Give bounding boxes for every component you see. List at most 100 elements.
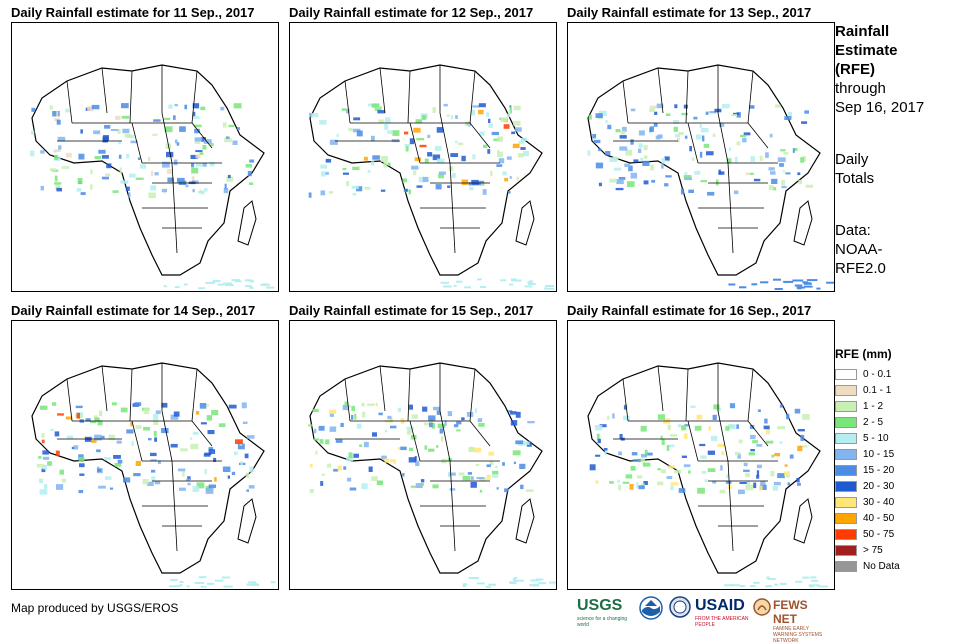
legend-label: 10 - 15 [863,449,895,460]
map-panel-1: Daily Rainfall estimate for 11 Sep., 201… [11,4,291,296]
country-borders [57,65,222,254]
rainfall-field [36,402,276,588]
legend-swatch [835,465,857,476]
country-borders [335,363,500,552]
panel-title: Daily Rainfall estimate for 13 Sep., 201… [567,5,812,20]
rainfall-map [11,22,279,292]
legend-item: 1 - 2 [835,399,965,415]
panel-title: Daily Rainfall estimate for 16 Sep., 201… [567,303,812,318]
fews-net-logo: FEWS NET FAMINE EARLY WARNING SYSTEMS NE… [753,596,827,644]
legend-swatch [835,529,857,540]
africa-map [308,64,555,290]
side-date: Sep 16, 2017 [835,99,925,116]
legend-label: 1 - 2 [863,401,884,412]
legend-swatch [835,561,857,572]
panel-title: Daily Rainfall estimate for 12 Sep., 201… [289,5,534,20]
legend-label: 40 - 50 [863,513,895,524]
legend-label: > 75 [863,545,883,556]
legend-item: 2 - 5 [835,415,965,431]
side-data-source: NOAA- [835,241,883,258]
map-panel-4: Daily Rainfall estimate for 14 Sep., 201… [11,302,291,594]
rainfall-map [567,320,835,590]
legend-item: 50 - 75 [835,527,965,543]
legend-item: 0 - 0.1 [835,367,965,383]
logo-strip: USGS science for a changing world USAID … [577,596,827,644]
legend-label: 0 - 0.1 [863,369,892,380]
map-panel-2: Daily Rainfall estimate for 12 Sep., 201… [289,4,569,296]
legend-label: No Data [863,561,900,572]
rainfall-field [308,103,555,290]
legend: RFE (mm) 0 - 0.1 0.1 - 1 1 - 2 2 - 5 5 - 10 1… [835,347,965,575]
legend-swatch [835,401,857,412]
legend-swatch [835,497,857,508]
map-panel-3: Daily Rainfall estimate for 13 Sep., 201… [567,4,847,296]
legend-item: > 75 [835,543,965,559]
side-title: Rainfall [835,23,890,40]
country-borders [613,65,778,254]
legend-label: 30 - 40 [863,497,895,508]
rainfall-field [587,103,834,290]
legend-item: 20 - 30 [835,479,965,495]
side-data-label: Data: [835,222,871,239]
africa-map [587,362,828,588]
madagascar-outline [793,200,813,246]
legend-item: 0.1 - 1 [835,383,965,399]
panel-title: Daily Rainfall estimate for 11 Sep., 201… [11,5,255,20]
legend-swatch [835,385,857,396]
africa-outline [31,64,265,276]
noaa-logo [639,596,663,622]
africa-outline [587,362,821,574]
legend-label: 2 - 5 [863,417,884,428]
legend-swatch [835,417,857,428]
legend-label: 50 - 75 [863,529,895,540]
legend-swatch [835,481,857,492]
africa-map [587,64,834,290]
legend-item: 10 - 15 [835,447,965,463]
madagascar-outline [793,498,813,544]
legend-swatch [835,545,857,556]
footer-credit: Map produced by USGS/EROS [11,601,179,615]
rainfall-map [567,22,835,292]
country-borders [613,363,778,552]
country-borders [335,65,500,254]
side-data-source: RFE2.0 [835,260,886,277]
africa-outline [31,362,265,574]
map-panel-5: Daily Rainfall estimate for 15 Sep., 201… [289,302,569,594]
map-panel-6: Daily Rainfall estimate for 16 Sep., 201… [567,302,847,594]
africa-map [31,362,276,588]
rainfall-map [289,320,557,590]
usaid-logo: USAID FROM THE AMERICAN PEOPLE [695,597,749,628]
side-totals: Totals [835,170,875,187]
madagascar-outline [515,200,535,246]
legend-swatch [835,369,857,380]
legend-swatch [835,449,857,460]
africa-outline [309,362,543,574]
africa-map [30,64,275,290]
legend-item: 15 - 20 [835,463,965,479]
madagascar-outline [515,498,535,544]
side-title: Estimate [835,42,898,59]
doi-seal-logo [669,596,691,622]
legend-label: 15 - 20 [863,465,895,476]
africa-map [308,362,556,588]
legend-item: 30 - 40 [835,495,965,511]
side-info: Rainfall Estimate (RFE) through Sep 16, … [835,22,965,278]
side-daily: Daily [835,151,869,168]
side-title: (RFE) [835,61,875,78]
panel-title: Daily Rainfall estimate for 15 Sep., 201… [289,303,534,318]
panel-title: Daily Rainfall estimate for 14 Sep., 201… [11,303,256,318]
rainfall-map [289,22,557,292]
legend-label: 20 - 30 [863,481,895,492]
africa-outline [587,64,821,276]
side-through: through [835,80,886,97]
legend-swatch [835,513,857,524]
legend-item: 5 - 10 [835,431,965,447]
madagascar-outline [237,498,257,544]
legend-swatch [835,433,857,444]
usgs-logo: USGS science for a changing world [577,597,628,628]
legend-label: 0.1 - 1 [863,385,892,396]
legend-item: No Data [835,559,965,575]
madagascar-outline [237,200,257,246]
legend-item: 40 - 50 [835,511,965,527]
country-borders [57,363,222,552]
